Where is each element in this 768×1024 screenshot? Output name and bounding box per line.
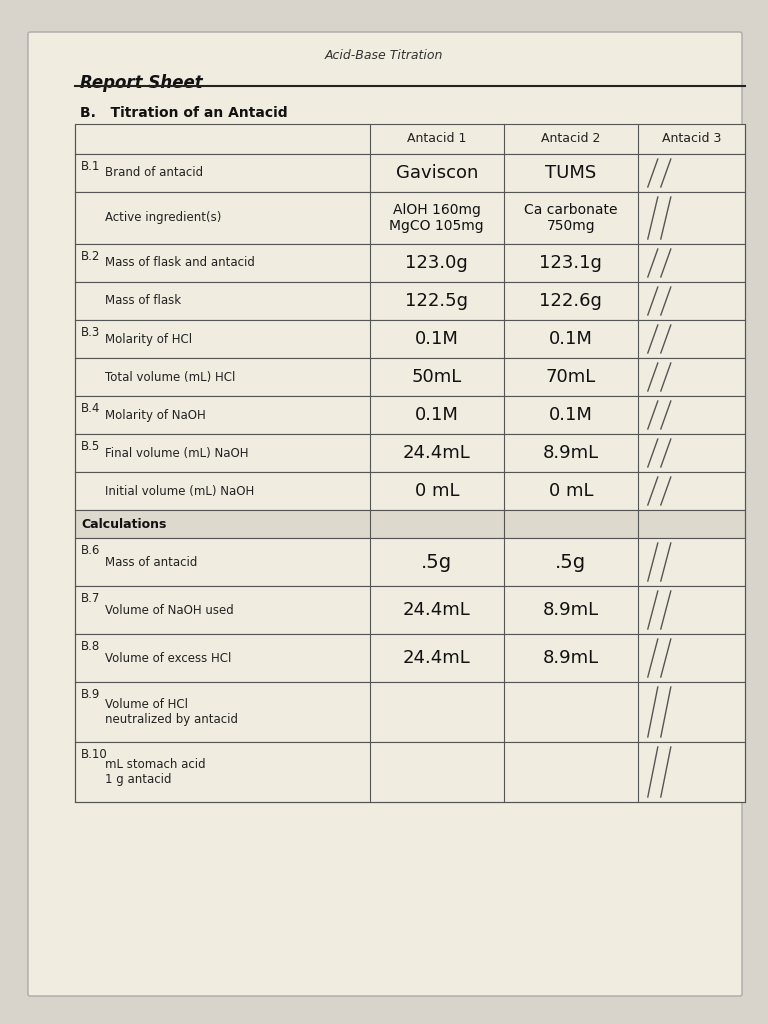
Bar bbox=[75, 538, 745, 586]
Text: Antacid 1: Antacid 1 bbox=[407, 132, 466, 145]
Text: 24.4mL: 24.4mL bbox=[403, 601, 471, 618]
Text: B.4: B.4 bbox=[81, 402, 101, 415]
Text: 0.1M: 0.1M bbox=[549, 330, 593, 348]
Text: Mass of antacid: Mass of antacid bbox=[105, 555, 197, 568]
Bar bbox=[75, 282, 745, 319]
Text: Antacid 2: Antacid 2 bbox=[541, 132, 601, 145]
Text: TUMS: TUMS bbox=[545, 164, 597, 182]
Text: 122.5g: 122.5g bbox=[406, 292, 468, 310]
Text: 123.0g: 123.0g bbox=[406, 254, 468, 272]
Text: Molarity of HCl: Molarity of HCl bbox=[105, 333, 192, 345]
Text: Report Sheet: Report Sheet bbox=[80, 74, 203, 92]
Text: B.9: B.9 bbox=[81, 688, 101, 701]
Text: Initial volume (mL) NaOH: Initial volume (mL) NaOH bbox=[105, 484, 254, 498]
Bar bbox=[75, 682, 745, 742]
Bar bbox=[75, 396, 745, 434]
Bar bbox=[75, 244, 745, 282]
Text: 24.4mL: 24.4mL bbox=[403, 444, 471, 462]
Bar bbox=[75, 586, 745, 634]
Text: 0 mL: 0 mL bbox=[548, 482, 593, 500]
Text: 0 mL: 0 mL bbox=[415, 482, 459, 500]
Text: 123.1g: 123.1g bbox=[539, 254, 602, 272]
Text: AlOH 160mg
MgCO 105mg: AlOH 160mg MgCO 105mg bbox=[389, 203, 484, 233]
Text: 8.9mL: 8.9mL bbox=[543, 649, 599, 667]
Text: Active ingredient(s): Active ingredient(s) bbox=[105, 212, 221, 224]
Text: Final volume (mL) NaOH: Final volume (mL) NaOH bbox=[105, 446, 249, 460]
Text: Total volume (mL) HCl: Total volume (mL) HCl bbox=[105, 371, 235, 384]
Text: Brand of antacid: Brand of antacid bbox=[105, 167, 203, 179]
Bar bbox=[75, 193, 745, 244]
Text: Gaviscon: Gaviscon bbox=[396, 164, 478, 182]
Text: Mass of flask: Mass of flask bbox=[105, 295, 181, 307]
Text: Volume of excess HCl: Volume of excess HCl bbox=[105, 651, 231, 665]
Text: .5g: .5g bbox=[555, 553, 586, 571]
Text: B.3: B.3 bbox=[81, 326, 101, 339]
Text: Antacid 3: Antacid 3 bbox=[662, 132, 721, 145]
Text: B.5: B.5 bbox=[81, 440, 101, 453]
Bar bbox=[75, 634, 745, 682]
Text: Ca carbonate
750mg: Ca carbonate 750mg bbox=[524, 203, 617, 233]
Text: 8.9mL: 8.9mL bbox=[543, 601, 599, 618]
Text: Calculations: Calculations bbox=[81, 517, 167, 530]
Bar bbox=[75, 124, 745, 154]
FancyBboxPatch shape bbox=[28, 32, 742, 996]
Text: B.8: B.8 bbox=[81, 640, 101, 653]
Text: mL stomach acid
1 g antacid: mL stomach acid 1 g antacid bbox=[105, 758, 206, 786]
Text: 0.1M: 0.1M bbox=[549, 406, 593, 424]
Text: .5g: .5g bbox=[421, 553, 452, 571]
Text: 0.1M: 0.1M bbox=[415, 330, 458, 348]
Text: 70mL: 70mL bbox=[546, 368, 596, 386]
Text: Acid-Base Titration: Acid-Base Titration bbox=[325, 49, 443, 62]
Text: 8.9mL: 8.9mL bbox=[543, 444, 599, 462]
Bar bbox=[75, 154, 745, 193]
Bar bbox=[75, 319, 745, 358]
Text: 122.6g: 122.6g bbox=[539, 292, 602, 310]
Bar bbox=[75, 434, 745, 472]
Bar bbox=[75, 472, 745, 510]
Bar bbox=[75, 510, 745, 538]
Bar bbox=[75, 358, 745, 396]
Bar bbox=[75, 742, 745, 802]
Text: B.7: B.7 bbox=[81, 592, 101, 605]
Text: 0.1M: 0.1M bbox=[415, 406, 458, 424]
Text: Volume of NaOH used: Volume of NaOH used bbox=[105, 603, 233, 616]
Text: B.10: B.10 bbox=[81, 748, 108, 761]
Text: 24.4mL: 24.4mL bbox=[403, 649, 471, 667]
Text: B.2: B.2 bbox=[81, 250, 101, 263]
Text: B.   Titration of an Antacid: B. Titration of an Antacid bbox=[80, 106, 288, 120]
Text: 50mL: 50mL bbox=[412, 368, 462, 386]
Text: Molarity of NaOH: Molarity of NaOH bbox=[105, 409, 206, 422]
Text: B.6: B.6 bbox=[81, 544, 101, 557]
Text: Mass of flask and antacid: Mass of flask and antacid bbox=[105, 256, 255, 269]
Text: Volume of HCl
neutralized by antacid: Volume of HCl neutralized by antacid bbox=[105, 698, 238, 726]
Text: B.1: B.1 bbox=[81, 160, 101, 173]
